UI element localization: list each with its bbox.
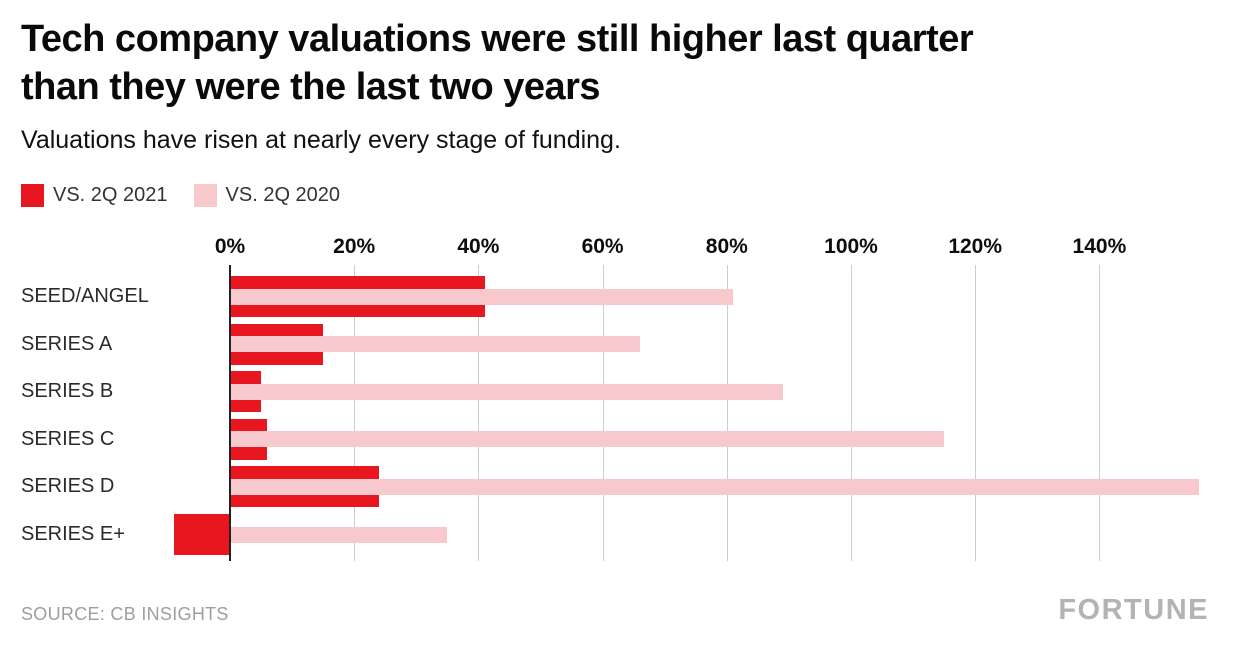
category-label: SERIES E+ bbox=[21, 523, 125, 545]
chart-title: Tech company valuations were still highe… bbox=[21, 16, 1221, 111]
gridline bbox=[726, 265, 728, 561]
legend-item-vs-2q2020: VS. 2Q 2020 bbox=[193, 184, 341, 207]
bar-vs-2q2021 bbox=[174, 514, 230, 555]
category-label: SERIES B bbox=[21, 380, 114, 403]
gridline bbox=[354, 265, 356, 561]
legend: VS. 2Q 2021 VS. 2Q 2020 bbox=[21, 184, 340, 207]
chart-title-line2: than they were the last two years bbox=[21, 65, 601, 108]
source-credit: SOURCE: CB INSIGHTS bbox=[21, 604, 229, 624]
x-tick-label: 0% bbox=[214, 235, 246, 258]
x-tick-label: 40% bbox=[457, 235, 500, 258]
x-tick-label: 120% bbox=[948, 235, 1003, 258]
zero-axis-line bbox=[229, 265, 231, 561]
x-tick-label: 140% bbox=[1072, 235, 1127, 258]
x-tick-label: 100% bbox=[824, 235, 878, 258]
legend-swatch-pink bbox=[193, 184, 217, 207]
legend-item-vs-2q2021: VS. 2Q 2021 bbox=[21, 184, 168, 207]
bar-vs-2q2020 bbox=[230, 431, 945, 448]
bar-vs-2q2020 bbox=[230, 526, 448, 543]
category-label: SERIES D bbox=[21, 475, 115, 498]
gridline bbox=[975, 265, 977, 561]
gridline bbox=[1099, 265, 1101, 561]
chart-subtitle: Valuations have risen at nearly every st… bbox=[21, 126, 621, 154]
gridline bbox=[851, 265, 852, 561]
legend-label-vs-2q2021: VS. 2Q 2021 bbox=[53, 184, 168, 206]
legend-swatch-red bbox=[21, 184, 44, 207]
legend-label-vs-2q2020: VS. 2Q 2020 bbox=[225, 184, 341, 206]
x-tick-label: 60% bbox=[581, 235, 624, 258]
x-tick-label: 20% bbox=[333, 235, 376, 258]
bar-vs-2q2020 bbox=[230, 288, 733, 305]
category-label: SEED/ANGEL bbox=[21, 285, 149, 307]
category-label: SERIES A bbox=[21, 332, 113, 355]
bar-vs-2q2020 bbox=[230, 478, 1199, 495]
x-tick-label: 80% bbox=[705, 235, 748, 258]
category-label: SERIES C bbox=[21, 427, 115, 450]
chart-title-line1: Tech company valuations were still highe… bbox=[21, 18, 974, 60]
fortune-logo: FORTUNE bbox=[1058, 594, 1209, 626]
bar-vs-2q2020 bbox=[230, 336, 640, 353]
gridline bbox=[602, 265, 604, 561]
gridline bbox=[478, 265, 480, 561]
bar-vs-2q2020 bbox=[230, 383, 783, 400]
